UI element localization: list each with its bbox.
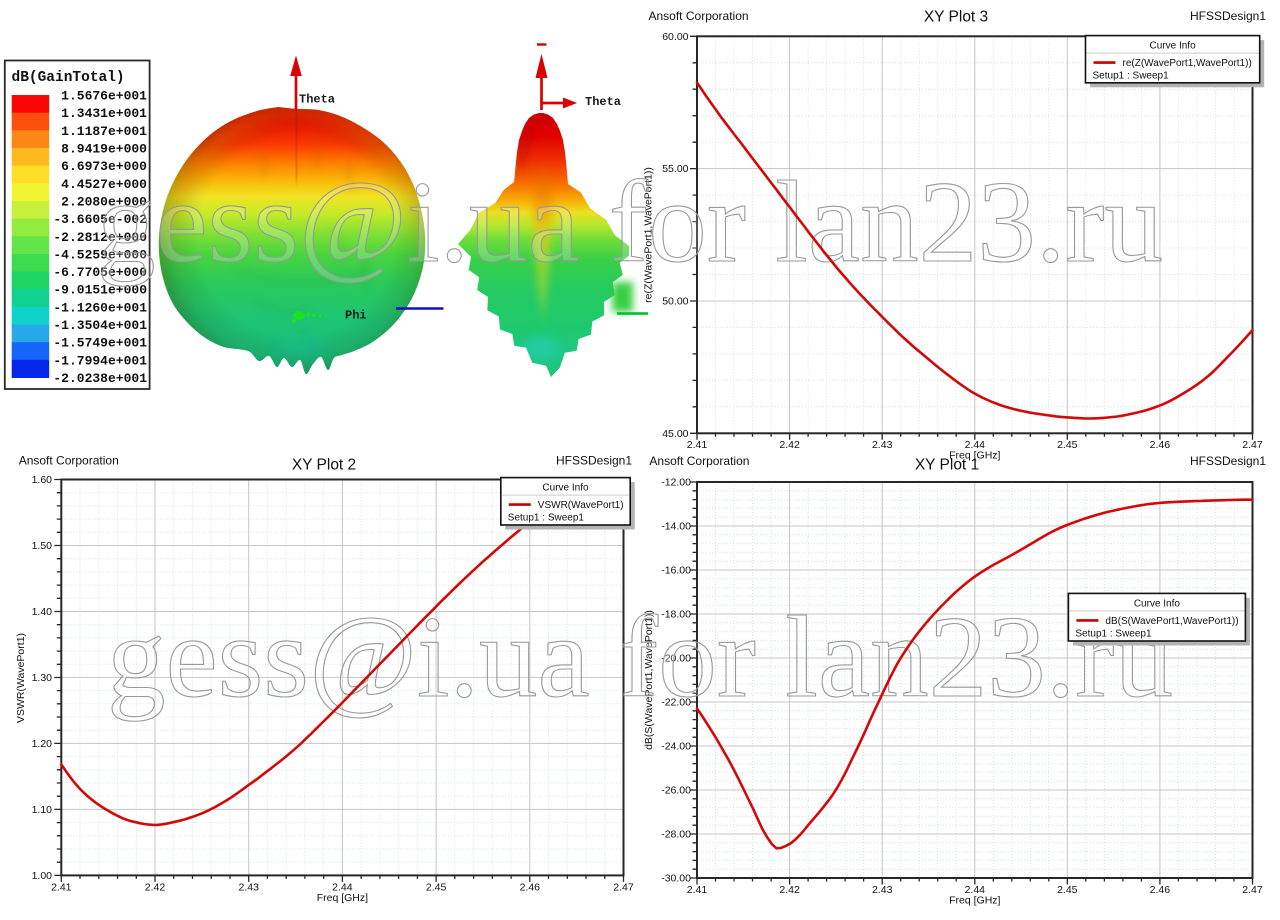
svg-text:-18.00: -18.00 bbox=[661, 609, 691, 621]
svg-text:XY Plot 3: XY Plot 3 bbox=[924, 9, 988, 26]
svg-text:re(Z(WavePort1,WavePort1)): re(Z(WavePort1,WavePort1)) bbox=[1123, 58, 1252, 69]
svg-text:2.47: 2.47 bbox=[613, 881, 634, 893]
svg-text:2.46: 2.46 bbox=[520, 881, 541, 893]
svg-text:1.5676e+001: 1.5676e+001 bbox=[61, 89, 147, 104]
svg-text:6.6973e+000: 6.6973e+000 bbox=[61, 159, 147, 174]
svg-text:2.47: 2.47 bbox=[1242, 884, 1263, 896]
svg-text:-24.00: -24.00 bbox=[661, 741, 691, 753]
svg-text:Curve Info: Curve Info bbox=[1150, 41, 1197, 52]
svg-text:2.42: 2.42 bbox=[779, 884, 800, 896]
svg-text:2.46: 2.46 bbox=[1150, 439, 1171, 451]
svg-text:-30.00: -30.00 bbox=[661, 873, 691, 885]
svg-text:-16.00: -16.00 bbox=[661, 565, 691, 577]
svg-text:1.20: 1.20 bbox=[32, 738, 53, 750]
svg-text:45.00: 45.00 bbox=[662, 428, 688, 440]
svg-text:Setup1 : Sweep1: Setup1 : Sweep1 bbox=[508, 513, 585, 524]
svg-text:-26.00: -26.00 bbox=[661, 785, 691, 797]
svg-text:-28.00: -28.00 bbox=[661, 829, 691, 841]
svg-text:-3.6605e-002: -3.6605e-002 bbox=[53, 212, 147, 227]
svg-text:Ansoft Corporation: Ansoft Corporation bbox=[649, 454, 749, 468]
svg-text:Setup1 : Sweep1: Setup1 : Sweep1 bbox=[1093, 71, 1170, 82]
svg-text:-1.7994e+001: -1.7994e+001 bbox=[53, 353, 147, 368]
svg-text:Curve Info: Curve Info bbox=[1134, 598, 1181, 609]
svg-text:-12.00: -12.00 bbox=[661, 477, 691, 489]
svg-text:1.30: 1.30 bbox=[32, 672, 53, 684]
svg-text:Freq [GHz]: Freq [GHz] bbox=[317, 892, 368, 904]
svg-text:2.41: 2.41 bbox=[51, 881, 72, 893]
svg-text:-9.0151e+000: -9.0151e+000 bbox=[53, 283, 147, 298]
svg-text:Phi: Phi bbox=[345, 309, 367, 323]
svg-text:-1.1260e+001: -1.1260e+001 bbox=[53, 300, 147, 315]
svg-text:Freq [GHz]: Freq [GHz] bbox=[949, 895, 1000, 907]
svg-text:2.43: 2.43 bbox=[238, 881, 259, 893]
svg-text:HFSSDesign1: HFSSDesign1 bbox=[1190, 9, 1266, 23]
svg-text:-1.3504e+001: -1.3504e+001 bbox=[53, 318, 147, 333]
svg-text:2.45: 2.45 bbox=[426, 881, 447, 893]
svg-text:2.44: 2.44 bbox=[965, 884, 986, 896]
svg-text:dB(S(WavePort1,WavePort1)): dB(S(WavePort1,WavePort1)) bbox=[643, 610, 655, 750]
svg-text:1.3431e+001: 1.3431e+001 bbox=[61, 106, 147, 121]
svg-text:-6.7705e+000: -6.7705e+000 bbox=[53, 265, 147, 280]
svg-text:2.47: 2.47 bbox=[1242, 439, 1263, 451]
svg-text:-22.00: -22.00 bbox=[661, 697, 691, 709]
svg-text:2.42: 2.42 bbox=[145, 881, 166, 893]
svg-text:2.43: 2.43 bbox=[872, 884, 893, 896]
svg-text:Theta: Theta bbox=[585, 95, 621, 109]
svg-text:8.9419e+000: 8.9419e+000 bbox=[61, 142, 147, 157]
svg-text:-4.5259e+000: -4.5259e+000 bbox=[53, 247, 147, 262]
svg-text:4.4527e+000: 4.4527e+000 bbox=[61, 177, 147, 192]
svg-text:Ansoft Corporation: Ansoft Corporation bbox=[19, 454, 119, 468]
svg-text:HFSSDesign1: HFSSDesign1 bbox=[556, 454, 632, 468]
svg-text:-2.2812e+000: -2.2812e+000 bbox=[53, 230, 147, 245]
svg-text:2.41: 2.41 bbox=[687, 884, 708, 896]
svg-text:-14.00: -14.00 bbox=[661, 521, 691, 533]
svg-text:2.45: 2.45 bbox=[1057, 439, 1078, 451]
svg-text:1.40: 1.40 bbox=[32, 606, 53, 618]
svg-text:re(Z(WavePort1,WavePort1)): re(Z(WavePort1,WavePort1)) bbox=[643, 167, 655, 303]
svg-text:Curve Info: Curve Info bbox=[542, 483, 589, 494]
svg-text:1.60: 1.60 bbox=[32, 474, 53, 486]
svg-text:XY Plot 2: XY Plot 2 bbox=[292, 457, 356, 474]
svg-text:gess@i.ua for lan23.ru: gess@i.ua for lan23.ru bbox=[107, 593, 1173, 722]
svg-text:1.10: 1.10 bbox=[32, 804, 53, 816]
svg-text:50.00: 50.00 bbox=[662, 296, 688, 308]
svg-text:2.44: 2.44 bbox=[332, 881, 353, 893]
svg-text:VSWR(WavePort1): VSWR(WavePort1) bbox=[15, 633, 27, 723]
svg-text:Freq [GHz]: Freq [GHz] bbox=[949, 450, 1000, 462]
svg-text:dB(GainTotal): dB(GainTotal) bbox=[12, 70, 125, 86]
svg-text:2.2080e+000: 2.2080e+000 bbox=[61, 194, 147, 209]
svg-text:2.43: 2.43 bbox=[872, 439, 893, 451]
svg-text:VSWR(WavePort1): VSWR(WavePort1) bbox=[538, 500, 624, 511]
svg-text:1.50: 1.50 bbox=[32, 540, 53, 552]
svg-text:2.44: 2.44 bbox=[965, 439, 986, 451]
svg-text:2.45: 2.45 bbox=[1057, 884, 1078, 896]
svg-text:60.00: 60.00 bbox=[662, 31, 688, 43]
svg-text:Setup1 : Sweep1: Setup1 : Sweep1 bbox=[1075, 628, 1152, 639]
svg-text:1.00: 1.00 bbox=[32, 870, 53, 882]
svg-text:Ansoft Corporation: Ansoft Corporation bbox=[649, 9, 749, 23]
svg-text:-2.0238e+001: -2.0238e+001 bbox=[53, 371, 147, 386]
svg-text:1.1187e+001: 1.1187e+001 bbox=[61, 124, 147, 139]
svg-text:2.41: 2.41 bbox=[687, 439, 708, 451]
svg-text:HFSSDesign1: HFSSDesign1 bbox=[1190, 454, 1266, 468]
svg-text:-1.5749e+001: -1.5749e+001 bbox=[53, 336, 147, 351]
svg-text:-20.00: -20.00 bbox=[661, 653, 691, 665]
svg-text:gess@i.ua for lan23.ru: gess@i.ua for lan23.ru bbox=[97, 158, 1163, 287]
svg-text:55.00: 55.00 bbox=[662, 163, 688, 175]
svg-text:XY Plot 1: XY Plot 1 bbox=[915, 457, 979, 474]
svg-text:Theta: Theta bbox=[299, 93, 335, 107]
svg-text:2.46: 2.46 bbox=[1150, 884, 1171, 896]
svg-text:2.42: 2.42 bbox=[779, 439, 800, 451]
svg-text:dB(S(WavePort1,WavePort1)): dB(S(WavePort1,WavePort1)) bbox=[1105, 616, 1238, 627]
